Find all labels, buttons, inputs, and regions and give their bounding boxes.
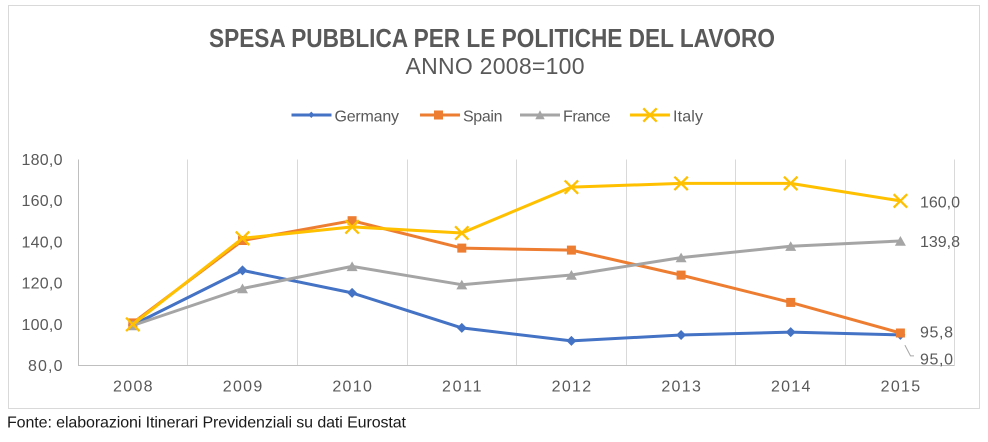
svg-text:139,8: 139,8 <box>920 234 960 251</box>
svg-text:120,0: 120,0 <box>22 276 63 293</box>
svg-text:France: France <box>563 108 611 125</box>
svg-text:100,0: 100,0 <box>22 317 63 334</box>
svg-text:160,0: 160,0 <box>920 194 960 211</box>
svg-text:95,0: 95,0 <box>920 352 953 369</box>
svg-text:Spain: Spain <box>463 108 503 125</box>
svg-text:2009: 2009 <box>223 379 263 396</box>
svg-text:180,0: 180,0 <box>22 152 63 169</box>
svg-text:2013: 2013 <box>661 379 701 396</box>
svg-text:160,0: 160,0 <box>22 193 63 210</box>
svg-text:2008: 2008 <box>113 379 153 396</box>
svg-text:2015: 2015 <box>881 379 921 396</box>
svg-text:80,0: 80,0 <box>28 358 63 375</box>
svg-text:Italy: Italy <box>673 108 703 125</box>
svg-text:140,0: 140,0 <box>22 234 63 251</box>
svg-text:2012: 2012 <box>552 379 592 396</box>
svg-text:ANNO 2008=100: ANNO 2008=100 <box>406 53 585 79</box>
svg-text:SPESA PUBBLICA PER LE POLITICH: SPESA PUBBLICA PER LE POLITICHE DEL LAVO… <box>209 23 775 53</box>
svg-text:95,8: 95,8 <box>920 325 953 342</box>
svg-text:2010: 2010 <box>332 379 372 396</box>
svg-text:Germany: Germany <box>335 108 400 125</box>
svg-text:Fonte: elaborazioni Itinerari: Fonte: elaborazioni Itinerari Previdenzi… <box>7 415 407 432</box>
svg-text:2014: 2014 <box>771 379 811 396</box>
